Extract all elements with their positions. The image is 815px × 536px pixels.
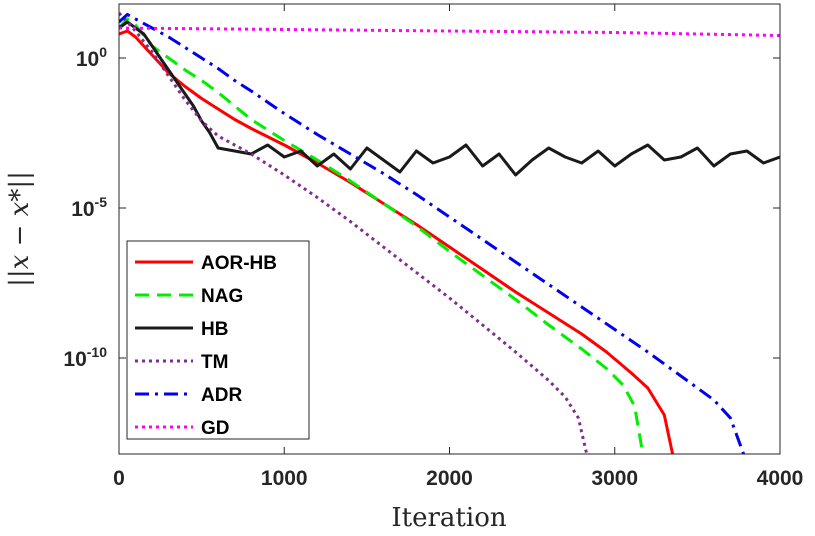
series-line-tm bbox=[119, 11, 589, 454]
y-tick-label: 10-10 bbox=[63, 344, 107, 371]
legend-label: ADR bbox=[201, 385, 242, 406]
legend-box bbox=[126, 240, 310, 440]
legend-label: NAG bbox=[201, 286, 243, 307]
y-tick-label: 10-5 bbox=[71, 194, 107, 221]
legend-label: HB bbox=[201, 319, 228, 340]
legend-label: GD bbox=[201, 418, 230, 439]
x-tick-label: 4000 bbox=[757, 467, 804, 490]
series-line-nag bbox=[119, 17, 645, 454]
legend-label: TM bbox=[201, 352, 228, 373]
series-line-gd bbox=[119, 26, 780, 37]
x-tick-label: 3000 bbox=[591, 467, 638, 490]
x-axis-label: Iteration bbox=[391, 503, 506, 533]
legend-label: AOR-HB bbox=[201, 253, 277, 274]
legend: AOR-HB NAG HB TM ADR GD bbox=[126, 240, 310, 440]
x-tick-label: 0 bbox=[113, 467, 125, 490]
series-layer bbox=[119, 11, 780, 454]
series-line-hb bbox=[119, 20, 780, 177]
y-axis-label: ||x − x*|| bbox=[5, 171, 35, 287]
ticks-layer: 0 1000 2000 3000 4000 100 10-5 10-10 bbox=[63, 4, 803, 490]
y-tick-label: 100 bbox=[76, 44, 107, 71]
x-tick-label: 2000 bbox=[426, 467, 473, 490]
x-tick-label: 1000 bbox=[261, 467, 308, 490]
series-line-adr bbox=[119, 13, 746, 454]
